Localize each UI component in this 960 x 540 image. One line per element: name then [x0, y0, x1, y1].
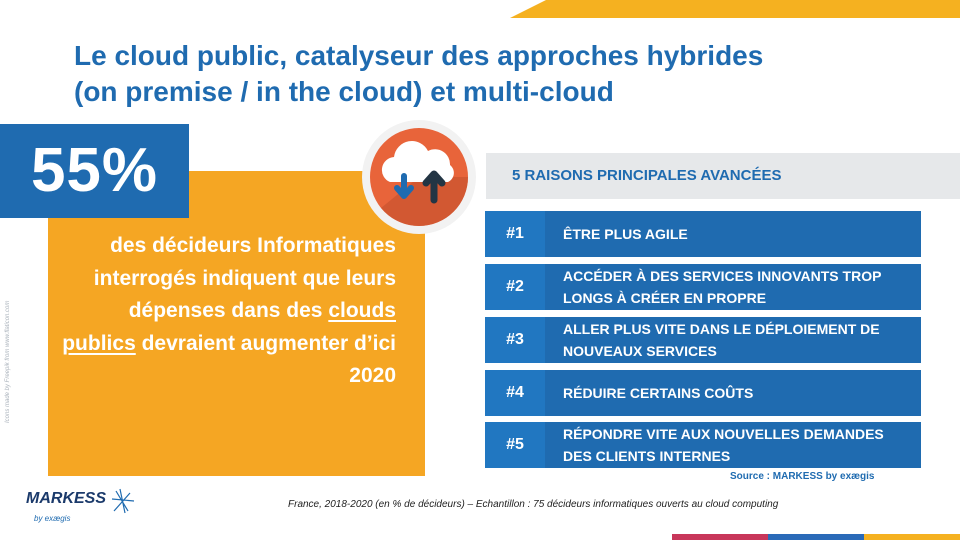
- top-decoration-bar: [0, 0, 960, 18]
- reasons-header-bar: [486, 153, 960, 199]
- logo-wordmark: MARKESS: [26, 490, 106, 507]
- reason-number: #2: [485, 264, 545, 310]
- reason-item-1: #1 ÊTRE PLUS AGILE: [485, 210, 921, 257]
- icon-credit: Icons made by Freepik from www.flaticon.…: [5, 300, 11, 423]
- bottom-strip-red: [672, 534, 768, 540]
- footnote: France, 2018-2020 (en % de décideurs) – …: [288, 499, 779, 510]
- stat-value-box: [0, 124, 189, 218]
- reason-item-4: #4 RÉDUIRE CERTAINS COÛTS: [485, 369, 921, 416]
- reason-number: #1: [485, 211, 545, 257]
- reason-text: RÉPONDRE VITE AUX NOUVELLES DEMANDES DES…: [563, 426, 884, 464]
- reason-item-3: #3 ALLER PLUS VITE DANS LE DÉPLOIEMENT D…: [485, 316, 921, 363]
- reason-text: ALLER PLUS VITE DANS LE DÉPLOIEMENT DE N…: [563, 321, 880, 359]
- source-note: Source : MARKESS by exægis: [730, 471, 875, 482]
- top-yellow-band: [510, 0, 960, 18]
- title-line-2: (on premise / in the cloud) et multi-clo…: [74, 76, 614, 107]
- stat-value: 55%: [30, 136, 159, 205]
- stat-text-after: devraient augmenter d’ici 2020: [135, 331, 396, 388]
- reason-text: ACCÉDER À DES SERVICES INNOVANTS TROP LO…: [563, 268, 882, 306]
- markess-logo: MARKESS by exægis: [26, 488, 135, 523]
- bottom-strip-blue: [768, 534, 864, 540]
- reason-number: #3: [485, 317, 545, 363]
- stat-panel: [48, 171, 425, 476]
- reason-item-2: #2 ACCÉDER À DES SERVICES INNOVANTS TROP…: [485, 263, 921, 310]
- reason-number: #4: [485, 370, 545, 416]
- slide-title: Le cloud public, catalyseur des approche…: [74, 38, 794, 110]
- stat-text-before: des décideurs Informatiques interrogés i…: [93, 234, 396, 322]
- reason-text: ÊTRE PLUS AGILE: [563, 226, 688, 242]
- reasons-header: 5 RAISONS PRINCIPALES AVANCÉES: [512, 167, 782, 184]
- bottom-strip-yellow: [864, 534, 960, 540]
- title-line-1: Le cloud public, catalyseur des approche…: [74, 40, 764, 71]
- stat-description: des décideurs Informatiques interrogés i…: [56, 230, 396, 393]
- stat-text-highlight: clouds publics: [62, 299, 396, 355]
- logo-subtitle: by exægis: [34, 514, 70, 523]
- cloud-transfer-icon: [362, 120, 476, 234]
- reason-text: RÉDUIRE CERTAINS COÛTS: [563, 385, 754, 401]
- reason-item-5: #5 RÉPONDRE VITE AUX NOUVELLES DEMANDES …: [485, 421, 921, 468]
- reason-number: #5: [485, 422, 545, 468]
